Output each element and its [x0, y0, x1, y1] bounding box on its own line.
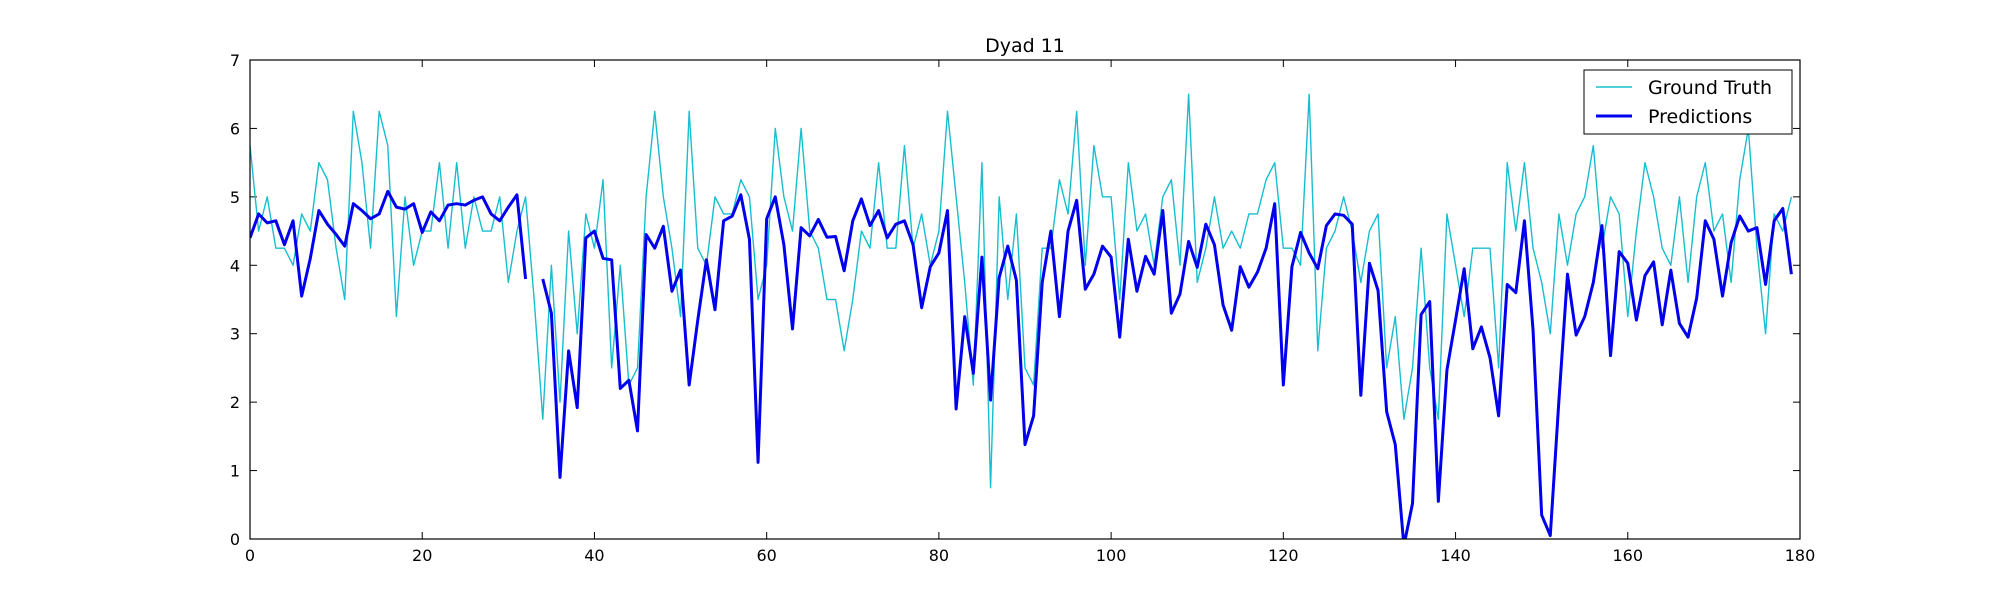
- y-tick-label: 3: [230, 325, 240, 344]
- axis-ticks: 0 20 40 60 80 100 120 140 160 180 0 1 2 3 4 5 6 7: [230, 51, 1815, 565]
- y-tick-label: 4: [230, 256, 240, 275]
- plot-frame: [249, 59, 1801, 540]
- x-tick-label: 0: [245, 546, 255, 565]
- legend-box: [1583, 69, 1793, 135]
- series-line: [250, 189, 528, 298]
- y-tick-label: 6: [230, 119, 240, 138]
- series-line: [541, 193, 1793, 539]
- x-tick-label: 140: [1440, 546, 1471, 565]
- x-tick-label: 40: [584, 546, 604, 565]
- legend-label: Ground Truth: [1648, 77, 1772, 99]
- x-tick-label: 20: [412, 546, 432, 565]
- chart-title: Dyad 11: [985, 35, 1065, 57]
- x-tick-label: 80: [929, 546, 949, 565]
- legend: Ground Truth Predictions: [1583, 69, 1793, 135]
- x-tick-label: 160: [1613, 546, 1644, 565]
- y-tick-label: 7: [230, 51, 240, 70]
- y-tick-label: 0: [230, 530, 240, 549]
- x-tick-label: 120: [1268, 546, 1299, 565]
- y-tick-label: 1: [230, 462, 240, 481]
- x-tick-label: 60: [756, 546, 776, 565]
- series-ground-truth: [250, 93, 1793, 489]
- x-tick-label: 180: [1785, 546, 1816, 565]
- y-tick-label: 5: [230, 188, 240, 207]
- plot-area: [250, 93, 1793, 539]
- legend-label: Predictions: [1648, 106, 1752, 128]
- y-tick-label: 2: [230, 393, 240, 412]
- series-line: [250, 93, 1793, 489]
- series-predictions: [250, 189, 1793, 539]
- x-tick-label: 100: [1096, 546, 1127, 565]
